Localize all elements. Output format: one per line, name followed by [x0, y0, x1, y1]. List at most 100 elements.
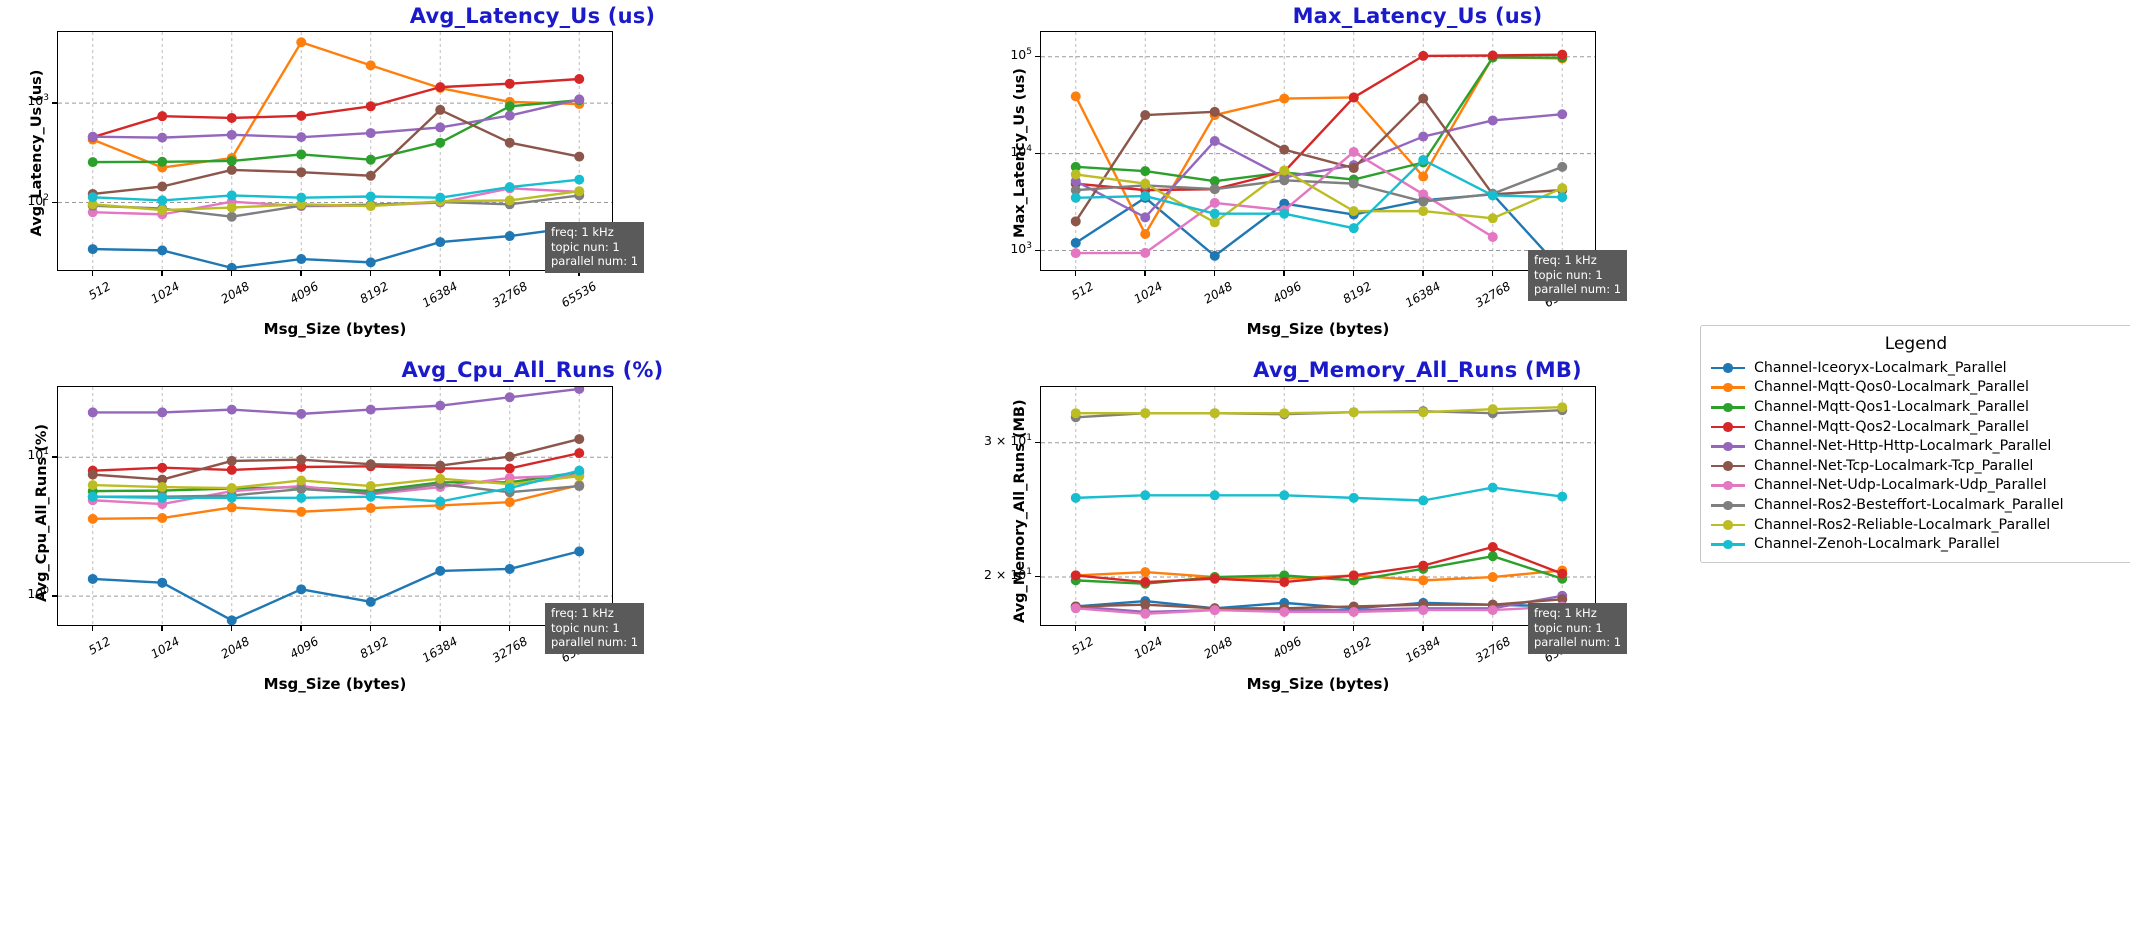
legend-marker-icon [1711, 362, 1745, 374]
series-line-3 [91, 451, 581, 472]
data-point [1557, 594, 1568, 605]
data-point [1418, 575, 1429, 586]
legend-entry-label: Channel-Mqtt-Qos1-Localmark_Parallel [1754, 398, 2029, 415]
data-point [87, 491, 98, 502]
data-point [1418, 131, 1429, 142]
data-point [296, 149, 307, 160]
data-point [1348, 146, 1359, 157]
x-tick-mark [1352, 626, 1355, 631]
data-point [157, 245, 168, 256]
data-point [1557, 109, 1568, 120]
chart-svg-avg-memory [1041, 387, 1595, 625]
legend-marker-icon [1711, 440, 1745, 452]
x-tick-mark [1074, 626, 1077, 631]
data-point [226, 492, 237, 503]
data-point [504, 497, 515, 508]
data-point [1418, 495, 1429, 506]
data-point [574, 448, 585, 459]
data-point [1279, 408, 1290, 419]
x-tick-mark [1074, 271, 1077, 276]
data-point [574, 186, 585, 197]
data-point [504, 231, 515, 242]
x-tick-mark [439, 271, 441, 276]
data-point [1070, 237, 1081, 248]
legend-title: Legend [1884, 334, 1948, 354]
series-line-9 [91, 469, 581, 503]
legend-entry-1[interactable]: Channel-Mqtt-Qos0-Localmark_Parallel [1711, 378, 2121, 398]
x-tick-mark [439, 626, 441, 631]
data-point [226, 190, 237, 201]
data-point [1348, 163, 1359, 174]
data-point [296, 132, 307, 143]
x-tick-mark [369, 626, 372, 631]
annotation-box-avg-cpu: freq: 1 kHz topic nun: 1 parallel num: 1 [545, 603, 645, 654]
series-line-0 [91, 225, 581, 270]
data-point [1487, 541, 1498, 552]
annotation-box-avg-memory: freq: 1 kHz topic nun: 1 parallel num: 1 [1528, 603, 1628, 654]
data-point [87, 131, 98, 142]
plot-area-avg-latency: 102 103 512 1024 2048 4096 8192 16384 32768 65536 [27, 31, 613, 310]
data-point [365, 101, 376, 112]
legend-entry-7[interactable]: Channel-Ros2-Besteffort-Localmark_Parall… [1711, 495, 2121, 515]
data-point [365, 170, 376, 181]
data-point [296, 254, 307, 265]
annot-line-2: topic nun: 1 [1534, 620, 1603, 635]
legend-entry-9[interactable]: Channel-Zenoh-Localmark_Parallel [1711, 534, 2121, 554]
x-axis-label-max-latency: Msg_Size (bytes) [1246, 320, 1390, 338]
data-point [1418, 605, 1429, 616]
data-point [1140, 408, 1151, 419]
data-point [365, 481, 376, 492]
data-point [226, 464, 237, 475]
data-point [435, 565, 446, 576]
data-point [1140, 608, 1151, 619]
legend-entry-0[interactable]: Channel-Iceoryx-Localmark_Parallel [1711, 358, 2121, 378]
y-axis-label-avg-latency: Avg_Latency_Us (us) [29, 69, 45, 237]
x-tick-mark [1422, 271, 1424, 276]
data-point [1279, 175, 1290, 186]
legend-entry-label: Channel-Ros2-Reliable-Localmark_Parallel [1754, 516, 2051, 533]
data-point [435, 192, 446, 203]
legend-entry-8[interactable]: Channel-Ros2-Reliable-Localmark_Parallel [1711, 515, 2121, 535]
data-point [226, 202, 237, 213]
data-point [1279, 144, 1290, 155]
y-tick-label: 102 [27, 192, 49, 208]
plot-area-avg-cpu: 1001015121024204840968192163843276865536 [27, 386, 613, 665]
x-tick-mark [300, 626, 302, 631]
data-point [157, 482, 168, 493]
data-point [1209, 176, 1220, 187]
data-point [1487, 404, 1498, 415]
data-point [226, 502, 237, 513]
data-point [1348, 492, 1359, 503]
legend-entry-3[interactable]: Channel-Mqtt-Qos2-Localmark_Parallel [1711, 417, 2121, 437]
data-point [87, 192, 98, 203]
data-point [1140, 229, 1151, 240]
data-point [365, 191, 376, 202]
x-axis-label-avg-latency: Msg_Size (bytes) [263, 320, 407, 338]
y-tick-label: 101 [27, 447, 49, 463]
chart-panel-avg-latency: Avg_Latency_Us (us) Avg_Latency_Us (us) … [0, 0, 1065, 468]
legend-entry-2[interactable]: Channel-Mqtt-Qos1-Localmark_Parallel [1711, 397, 2121, 417]
series-line-8 [1074, 405, 1564, 415]
data-point [1140, 247, 1151, 258]
data-point [226, 155, 237, 166]
y-tick-mark [52, 102, 57, 104]
data-point [574, 74, 585, 85]
data-point [1418, 196, 1429, 207]
legend-entry-5[interactable]: Channel-Net-Tcp-Localmark-Tcp_Parallel [1711, 456, 2121, 476]
data-point [226, 112, 237, 123]
data-point [1557, 491, 1568, 502]
data-point [435, 104, 446, 115]
data-point [1487, 482, 1498, 493]
data-point [504, 78, 515, 89]
data-point [365, 154, 376, 165]
legend-entry-label: Channel-Net-Tcp-Localmark-Tcp_Parallel [1754, 457, 2034, 474]
data-point [1348, 178, 1359, 189]
legend-entry-4[interactable]: Channel-Net-Http-Http-Localmark_Parallel [1711, 436, 2121, 456]
data-point [435, 122, 446, 133]
x-tick-mark [1213, 626, 1216, 631]
legend-entry-label: Channel-Iceoryx-Localmark_Parallel [1754, 359, 2007, 376]
annot-line-3: parallel num: 1 [1534, 282, 1622, 296]
data-point [1140, 599, 1151, 610]
data-point [87, 513, 98, 524]
legend-entry-6[interactable]: Channel-Net-Udp-Localmark-Udp_Parallel [1711, 476, 2121, 496]
